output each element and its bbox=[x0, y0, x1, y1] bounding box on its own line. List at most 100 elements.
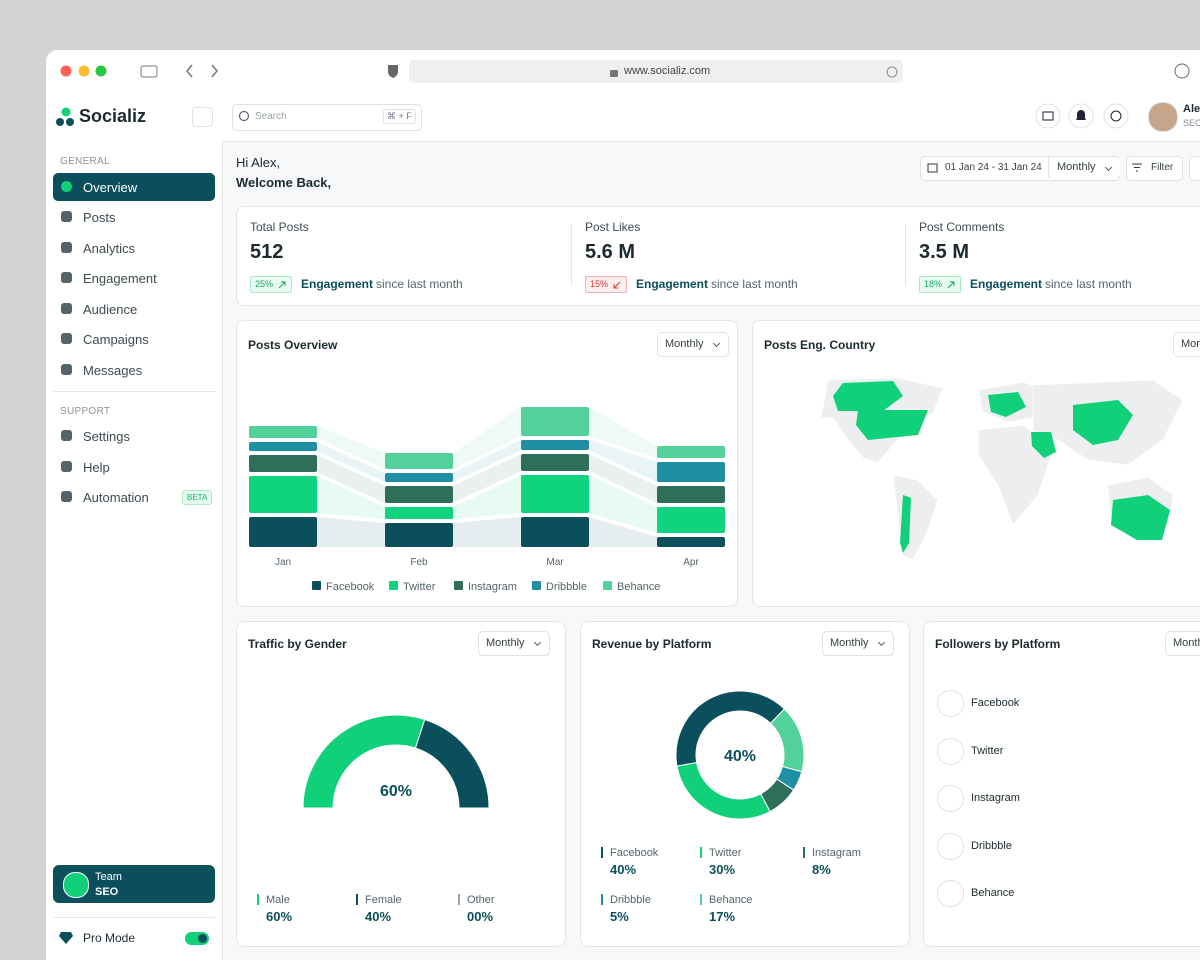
flow-band bbox=[589, 440, 657, 482]
minimize-button[interactable] bbox=[78, 65, 90, 77]
flow-band bbox=[453, 454, 521, 503]
highlighted-country bbox=[833, 381, 903, 411]
legend-indicator bbox=[700, 894, 702, 905]
legend-label: Dribbble bbox=[610, 894, 651, 906]
nav-label: Settings bbox=[83, 429, 130, 444]
platform-icon bbox=[937, 737, 964, 765]
filter-button[interactable] bbox=[1126, 156, 1183, 181]
bar-segment bbox=[521, 407, 589, 436]
legend-indicator bbox=[257, 894, 259, 905]
user-avatar[interactable] bbox=[1148, 102, 1178, 132]
close-button[interactable] bbox=[60, 65, 72, 77]
flow-band bbox=[589, 475, 657, 533]
revenue-donut: 40% Facebook 40% Twitter 30% Instagram 8% Dribb… bbox=[601, 690, 861, 924]
legend-swatch bbox=[454, 581, 463, 590]
x-tick-label: Mar bbox=[546, 557, 564, 568]
calendar-icon bbox=[927, 163, 938, 173]
bar-segment bbox=[521, 475, 589, 513]
greeting: Hi Alex, bbox=[236, 155, 281, 170]
continent bbox=[977, 424, 1054, 526]
url-bar[interactable] bbox=[409, 60, 903, 83]
nav-item[interactable]: Overview bbox=[53, 173, 215, 201]
trend-arrow bbox=[613, 281, 621, 289]
flow-band bbox=[317, 517, 385, 547]
user-role: SEO bbox=[1183, 118, 1200, 128]
revenue-card bbox=[580, 621, 910, 947]
bar-segment bbox=[249, 476, 317, 513]
pro-mode-toggle[interactable] bbox=[185, 932, 209, 945]
nav-item[interactable]: Settings bbox=[53, 422, 215, 450]
reload-icon[interactable] bbox=[886, 66, 898, 78]
gift-button[interactable] bbox=[1035, 103, 1061, 129]
flow-band bbox=[453, 475, 521, 519]
sidebar-toggle[interactable] bbox=[140, 65, 158, 78]
download-icon[interactable] bbox=[1174, 63, 1190, 79]
stat-value: 5.6 M bbox=[585, 241, 636, 263]
legend-label: Instagram bbox=[468, 581, 517, 593]
period-select[interactable]: Monthly bbox=[657, 332, 729, 357]
period-select[interactable]: Monthly bbox=[478, 631, 550, 656]
legend-label: Facebook bbox=[326, 581, 375, 593]
stat-metric: Engagement bbox=[636, 277, 709, 291]
nav-item[interactable]: Help bbox=[53, 453, 215, 481]
x-tick-label: Feb bbox=[410, 557, 428, 568]
bar-segment bbox=[385, 486, 453, 503]
posts-chart: Jan Feb Mar Apr Facebook Twitter Instagram Drib… bbox=[249, 407, 725, 593]
export-button[interactable] bbox=[1189, 156, 1200, 181]
nav-item[interactable]: Audience bbox=[53, 295, 215, 323]
legend-indicator bbox=[700, 847, 702, 858]
nav-label: Audience bbox=[83, 302, 138, 317]
nav-item[interactable]: Analytics bbox=[53, 234, 215, 262]
nav-icon bbox=[61, 303, 72, 314]
bar-segment bbox=[657, 446, 725, 458]
nav-item[interactable]: Campaigns bbox=[53, 325, 215, 353]
stat-value: 512 bbox=[250, 241, 284, 263]
nav-item[interactable]: Automation bbox=[53, 483, 215, 511]
legend-label: Other bbox=[467, 894, 495, 906]
bar-segment bbox=[657, 486, 725, 503]
arrow bbox=[613, 281, 621, 289]
period-select[interactable]: Monthly bbox=[1165, 631, 1200, 656]
add-button[interactable] bbox=[1103, 103, 1129, 129]
pro-mode-label: Pro Mode bbox=[83, 931, 136, 945]
legend-label: Facebook bbox=[610, 847, 659, 859]
trend-arrow bbox=[947, 281, 955, 289]
search-box[interactable] bbox=[232, 104, 422, 131]
collapse-button[interactable] bbox=[192, 107, 213, 127]
highlighted-country bbox=[1031, 432, 1056, 458]
nav-icon bbox=[61, 364, 72, 375]
legend-indicator bbox=[601, 847, 603, 858]
legend-swatch bbox=[603, 581, 612, 590]
donut-center-value: 40% bbox=[724, 748, 756, 765]
legend-value: 17% bbox=[709, 909, 735, 924]
zoom-button[interactable] bbox=[95, 65, 107, 77]
platform-name: Behance bbox=[971, 887, 1015, 899]
section-title: GENERAL bbox=[60, 156, 110, 167]
stat-note: since last month bbox=[376, 277, 463, 291]
card-title: Posts Eng. Country bbox=[764, 338, 876, 352]
nav-item[interactable]: Messages bbox=[53, 356, 215, 384]
brand-name: Socializ bbox=[79, 106, 147, 126]
lock-icon bbox=[610, 70, 618, 77]
nav-icon bbox=[61, 242, 72, 253]
highlighted-country bbox=[856, 410, 928, 440]
bar-segment bbox=[249, 426, 317, 438]
nav-item[interactable]: Engagement bbox=[53, 264, 215, 292]
stat-label: Post Likes bbox=[585, 220, 641, 234]
flow-band bbox=[317, 455, 385, 503]
period-select[interactable]: Monthly bbox=[1173, 332, 1200, 357]
window-content: www.socializ.com Socializ GENERAL SUPPOR… bbox=[46, 50, 1200, 960]
nav-label: Campaigns bbox=[83, 332, 149, 347]
stat-note: since last month bbox=[1045, 277, 1132, 291]
nav-icon bbox=[61, 181, 72, 192]
period-select[interactable]: Monthly bbox=[822, 631, 894, 656]
legend-label: Female bbox=[365, 894, 402, 906]
period-select[interactable]: Monthly bbox=[1050, 157, 1120, 178]
stat-label: Post Comments bbox=[919, 220, 1005, 234]
nav-arrows[interactable] bbox=[186, 64, 218, 78]
nav-item[interactable]: Posts bbox=[53, 203, 215, 231]
gauge-segment bbox=[414, 718, 490, 809]
divider bbox=[53, 391, 215, 392]
date-range: 01 Jan 24 - 31 Jan 24 bbox=[945, 162, 1042, 173]
